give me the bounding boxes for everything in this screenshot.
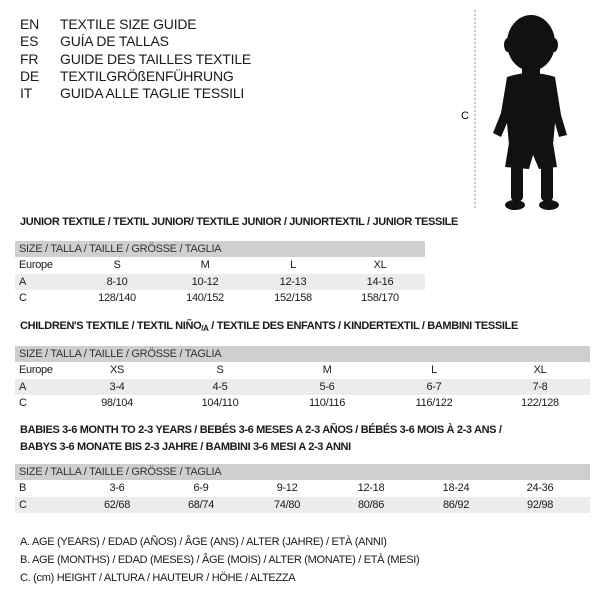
table-header: SIZE / TALLA / TAILLE / GRÖSSE / TAGLIA: [15, 241, 425, 257]
table-header: SIZE / TALLA / TAILLE / GRÖSSE / TAGLIA: [15, 464, 590, 480]
table-cell: 62/68: [103, 498, 131, 511]
table-cell: 6-9: [193, 482, 209, 494]
table-cell: 158/170: [361, 292, 399, 304]
language-code: FR: [20, 50, 39, 67]
table-cell: 9-12: [276, 482, 298, 494]
table-cell: 128/140: [98, 292, 136, 304]
table-row: A 3-4 4-5 5-6 6-7 7-8: [15, 378, 590, 395]
table-cell: 4-5: [212, 380, 228, 393]
table-cell: S: [216, 364, 224, 376]
row-label: Europe: [19, 364, 53, 376]
table-cell: XL: [373, 259, 387, 271]
table-cell: 18-24: [442, 482, 470, 494]
row-label: C: [19, 292, 27, 304]
babies-title-line2: BABYS 3-6 MONATE BIS 2-3 JAHRE / BAMBINI…: [20, 441, 351, 453]
children-title: CHILDREN'S TEXTILE / TEXTIL NIÑO/A / TEX…: [20, 320, 518, 333]
table-cell: 152/158: [274, 292, 312, 304]
table-cell: 8-10: [106, 275, 128, 288]
table-cell: 5-6: [319, 380, 335, 393]
junior-size-table: SIZE / TALLA / TAILLE / GRÖSSE / TAGLIA …: [15, 241, 425, 307]
table-cell: L: [431, 364, 437, 376]
row-label: B: [19, 482, 27, 494]
table-row: Europe XS S M L XL: [15, 362, 590, 379]
table-header: SIZE / TALLA / TAILLE / GRÖSSE / TAGLIA: [15, 346, 590, 362]
table-cell: 7-8: [532, 380, 548, 393]
row-label: A: [19, 380, 27, 393]
table-cell: XS: [109, 364, 125, 376]
row-label: C: [19, 498, 27, 511]
table-cell: 6-7: [426, 380, 442, 393]
table-row: B 3-6 6-9 9-12 12-18 18-24 24-36: [15, 480, 590, 497]
language-title: TEXTILGRÖßENFÜHRUNG: [60, 67, 234, 84]
table-cell: M: [322, 364, 332, 376]
table-cell: 68/74: [187, 498, 215, 511]
table-cell: L: [290, 259, 296, 271]
babies-title-line1: BABIES 3-6 MONTH TO 2-3 YEARS / BEBÉS 3-…: [20, 424, 502, 436]
table-cell: 24-36: [526, 482, 554, 494]
table-cell: M: [200, 259, 210, 271]
language-code: IT: [20, 85, 33, 102]
legend-item: B. AGE (MONTHS) / EDAD (MESES) / ÂGE (MO…: [20, 554, 420, 566]
table-row: C 62/68 68/74 74/80 80/86 86/92 92/98: [15, 496, 590, 513]
table-cell: S: [113, 259, 121, 271]
language-code: ES: [20, 33, 39, 50]
table-cell: 110/116: [308, 397, 346, 409]
legend-item: A. AGE (YEARS) / EDAD (AÑOS) / ÂGE (ANS)…: [20, 536, 387, 548]
language-title: GUIDA ALLE TAGLIE TESSILI: [60, 85, 245, 102]
height-measure-label: C: [461, 110, 469, 122]
language-title: TEXTILE SIZE GUIDE: [60, 16, 197, 32]
table-cell: 92/98: [526, 498, 554, 511]
table-cell: XL: [533, 364, 547, 376]
table-cell: 116/122: [415, 397, 453, 409]
table-row: Europe S M L XL: [15, 257, 425, 274]
table-cell: 74/80: [273, 498, 301, 511]
language-code: EN: [20, 16, 40, 32]
legend-item: C. (cm) HEIGHT / ALTURA / HAUTEUR / HÖHE…: [20, 572, 296, 584]
table-cell: 14-16: [366, 275, 394, 288]
table-cell: 98/104: [101, 397, 133, 409]
child-silhouette-icon: [493, 15, 567, 210]
table-cell: 10-12: [191, 275, 219, 288]
table-cell: 104/110: [201, 397, 239, 409]
child-figure: C: [461, 10, 567, 210]
language-code: DE: [20, 67, 40, 84]
table-cell: 3-6: [109, 482, 125, 494]
language-title: GUIDE DES TAILLES TEXTILE: [60, 50, 252, 67]
table-row: C 98/104 104/110 110/116 116/122 122/128: [15, 395, 590, 412]
babies-size-table: SIZE / TALLA / TAILLE / GRÖSSE / TAGLIA …: [15, 464, 590, 513]
row-label: Europe: [19, 259, 53, 271]
table-cell: 86/92: [442, 498, 470, 511]
junior-title: JUNIOR TEXTILE / TEXTIL JUNIOR/ TEXTILE …: [20, 216, 459, 228]
language-title: GUÍA DE TALLAS: [60, 33, 169, 50]
table-row: A 8-10 10-12 12-13 14-16: [15, 273, 425, 290]
table-cell: 122/128: [521, 397, 559, 409]
children-size-table: SIZE / TALLA / TAILLE / GRÖSSE / TAGLIA …: [15, 346, 590, 412]
table-cell: 3-4: [109, 380, 125, 393]
table-cell: 80/86: [357, 498, 385, 511]
row-label: C: [19, 397, 27, 409]
table-cell: 12-13: [279, 275, 307, 288]
table-cell: 140/152: [186, 292, 224, 304]
table-row: C 128/140 140/152 152/158 158/170: [15, 290, 425, 307]
row-label: A: [19, 275, 27, 288]
table-cell: 12-18: [357, 482, 385, 494]
